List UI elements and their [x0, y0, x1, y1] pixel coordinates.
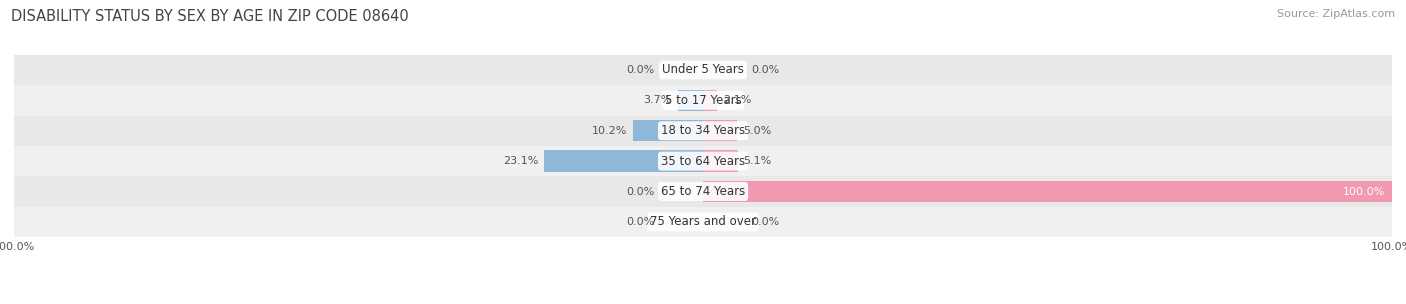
Text: Under 5 Years: Under 5 Years — [662, 64, 744, 76]
Bar — [544, 150, 703, 172]
Bar — [14, 207, 1392, 237]
Bar — [703, 90, 717, 111]
Text: 75 Years and over: 75 Years and over — [650, 216, 756, 228]
Bar — [14, 116, 1392, 146]
Text: 100.0%: 100.0% — [1343, 187, 1385, 196]
Bar — [703, 120, 738, 141]
Text: 18 to 34 Years: 18 to 34 Years — [661, 124, 745, 137]
Bar — [14, 55, 1392, 85]
Text: 3.7%: 3.7% — [644, 95, 672, 105]
Bar — [14, 176, 1392, 207]
Text: 0.0%: 0.0% — [627, 187, 655, 196]
Text: 5.1%: 5.1% — [744, 156, 772, 166]
Bar — [703, 181, 1392, 202]
Bar — [633, 120, 703, 141]
Text: Source: ZipAtlas.com: Source: ZipAtlas.com — [1277, 9, 1395, 19]
Text: 0.0%: 0.0% — [751, 217, 779, 227]
Text: 35 to 64 Years: 35 to 64 Years — [661, 155, 745, 168]
Bar — [14, 146, 1392, 176]
Text: 0.0%: 0.0% — [627, 217, 655, 227]
Text: 2.1%: 2.1% — [723, 95, 751, 105]
Text: 65 to 74 Years: 65 to 74 Years — [661, 185, 745, 198]
Text: 0.0%: 0.0% — [751, 65, 779, 75]
Text: 0.0%: 0.0% — [627, 65, 655, 75]
Bar — [678, 90, 703, 111]
Text: 5 to 17 Years: 5 to 17 Years — [665, 94, 741, 107]
Text: 23.1%: 23.1% — [503, 156, 538, 166]
Text: 5.0%: 5.0% — [742, 126, 772, 136]
Text: DISABILITY STATUS BY SEX BY AGE IN ZIP CODE 08640: DISABILITY STATUS BY SEX BY AGE IN ZIP C… — [11, 9, 409, 24]
Bar — [703, 150, 738, 172]
Text: 10.2%: 10.2% — [592, 126, 627, 136]
Bar — [14, 85, 1392, 116]
